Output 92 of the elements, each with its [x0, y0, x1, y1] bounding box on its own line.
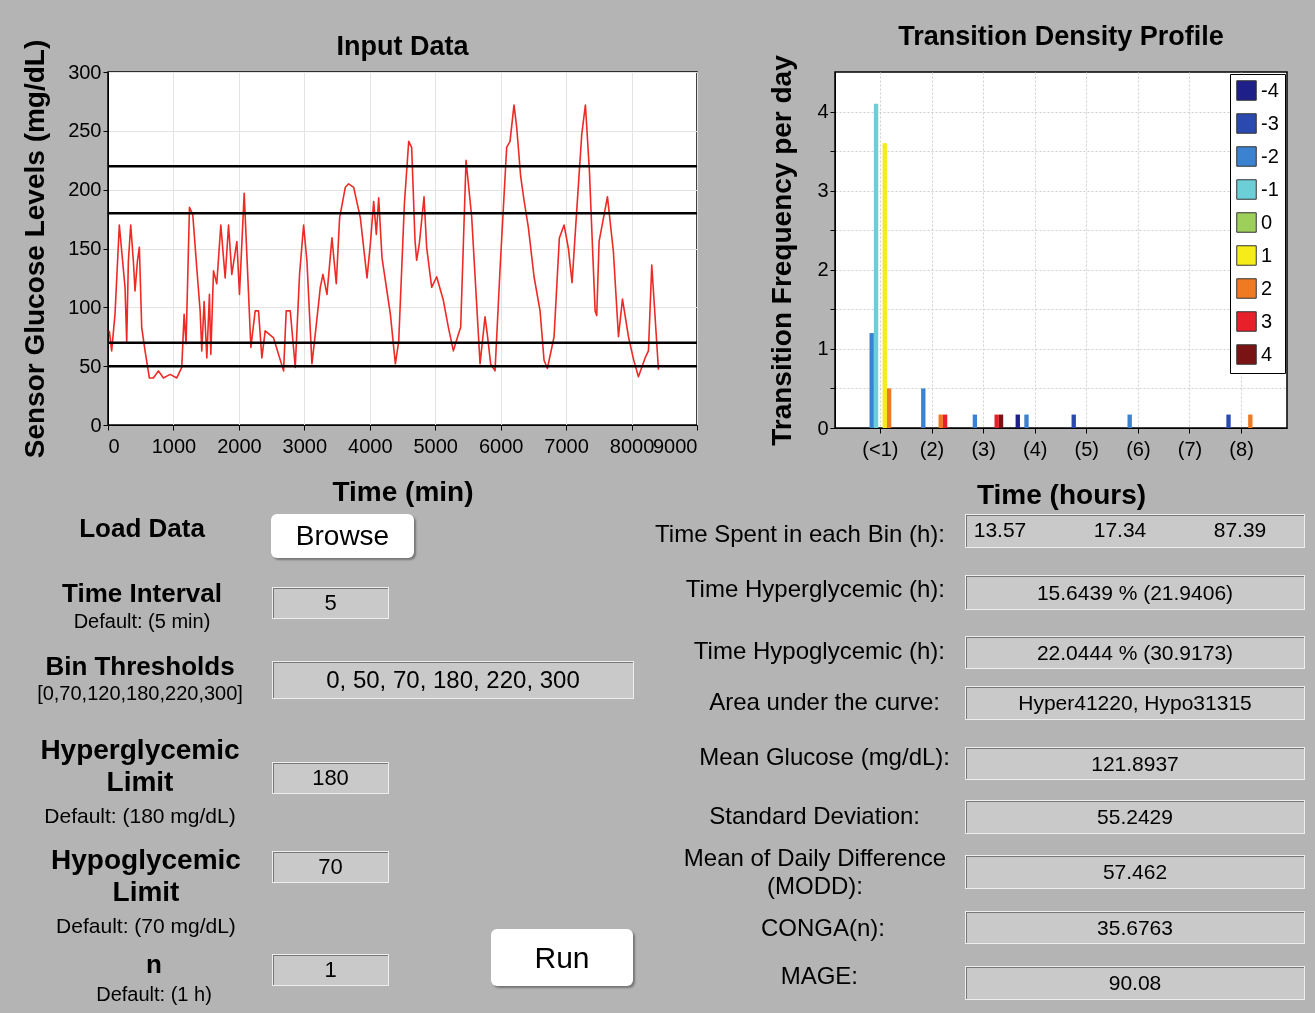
- text: Bin Thresholds: [45, 650, 235, 681]
- y-tick-label: 0: [90, 413, 102, 436]
- y-tick-label: 1: [817, 337, 829, 360]
- text: [0,70,120,180,220,300]: [37, 682, 243, 705]
- text: 17.34: [1092, 517, 1148, 542]
- text: MAGE:: [780, 962, 858, 990]
- bar: [994, 414, 999, 428]
- x-tick-label: (4): [1022, 437, 1048, 460]
- x-tick-label: 3000: [282, 434, 328, 457]
- text: n: [146, 948, 162, 979]
- x-tick-label: 9000: [653, 434, 698, 457]
- y-tick-label: 0: [817, 416, 829, 439]
- button: Browse: [271, 514, 414, 558]
- text-field: 1: [272, 954, 389, 986]
- text: CONGA(n):: [760, 914, 885, 942]
- x-tick-label: 4000: [348, 434, 393, 457]
- text: Mean of Daily Difference (MODD):: [682, 844, 948, 900]
- y-tick-label: 2: [817, 258, 829, 281]
- text-field: 55.2429: [965, 800, 1305, 834]
- x-tick-label: (6): [1126, 437, 1151, 460]
- line-series: [108, 104, 660, 379]
- y-tick-label: 150: [68, 237, 102, 259]
- x-tick-label: (5): [1074, 437, 1100, 460]
- text-field: 70: [272, 851, 389, 883]
- text: 13.57: [973, 517, 1027, 541]
- x-tick-label: 5000: [413, 434, 458, 457]
- text: Default: (5 min): [73, 610, 211, 633]
- text: Default: (1 h): [95, 983, 213, 1007]
- text: Standard Deviation:: [708, 802, 920, 830]
- bar: [869, 333, 874, 428]
- y-tick-label: 100: [68, 295, 102, 318]
- x-axis-title: Time (hours): [976, 478, 1147, 510]
- y-tick-label: 3: [817, 179, 829, 202]
- bar: [1024, 414, 1029, 428]
- text: Load Data: [79, 512, 205, 543]
- legend-label: 0: [1261, 210, 1273, 233]
- bar: [1226, 414, 1231, 428]
- x-tick-label: 6000: [478, 434, 524, 457]
- bar: [873, 103, 879, 428]
- x-tick-label: 0: [108, 434, 120, 457]
- bar: [886, 388, 892, 428]
- text: Time Hyperglycemic (h):: [684, 575, 945, 603]
- x-tick-label: (3): [971, 437, 996, 460]
- legend-label: 2: [1261, 276, 1273, 299]
- x-tick-label: 8000: [609, 434, 655, 457]
- text: 87.39: [1212, 517, 1268, 542]
- legend-label: -2: [1261, 144, 1279, 167]
- text-field: 5: [272, 587, 389, 619]
- text-field: 57.462: [965, 855, 1305, 889]
- text: Time Interval: [62, 577, 222, 608]
- legend-label: -3: [1261, 111, 1279, 134]
- x-tick-label: 1000: [151, 434, 197, 457]
- bar: [921, 388, 926, 428]
- y-axis-title: Transition Frequency per day: [766, 54, 798, 446]
- legend-label: -4: [1261, 78, 1279, 101]
- x-tick-label: 7000: [544, 434, 589, 457]
- y-tick-label: 250: [68, 119, 102, 142]
- text-field: 35.6763: [965, 911, 1305, 944]
- legend-label: 3: [1261, 309, 1273, 332]
- y-tick-label: 200: [68, 178, 102, 201]
- text: Hyperglycemic Limit: [39, 733, 241, 799]
- chart-title: Transition Density Profile: [898, 20, 1224, 51]
- text: Mean Glucose (mg/dL):: [698, 743, 950, 771]
- text-field: Hyper41220, Hypo31315: [965, 686, 1305, 720]
- legend-label: 1: [1261, 243, 1273, 266]
- x-tick-label: (7): [1177, 437, 1203, 460]
- text-field: 15.6439 % (21.9406): [965, 575, 1305, 610]
- text: Time Hypoglycemic (h):: [692, 637, 945, 665]
- text-field: 180: [272, 762, 389, 794]
- text: Time Spent in each Bin (h):: [654, 520, 945, 548]
- button: Run: [491, 929, 633, 986]
- text: Default: (70 mg/dL): [55, 913, 237, 938]
- text-field: 22.0444 % (30.9173): [965, 636, 1305, 669]
- text-field: 90.08: [965, 966, 1305, 1000]
- legend-label: -1: [1261, 177, 1279, 200]
- text-field: 0, 50, 70, 180, 220, 300: [272, 661, 634, 699]
- text: Area under the curve:: [709, 688, 940, 716]
- x-tick-label: (<1): [862, 437, 899, 460]
- y-tick-label: 4: [817, 100, 829, 123]
- legend-label: 4: [1261, 342, 1273, 365]
- text: Default: (180 mg/dL): [43, 803, 237, 828]
- y-axis-title: Sensor Glucose Levels (mg/dL): [19, 39, 51, 459]
- chart-title: Input Data: [336, 31, 470, 62]
- x-tick-label: 2000: [217, 434, 262, 457]
- bar: [882, 143, 887, 428]
- x-tick-label: (8): [1229, 437, 1254, 460]
- text: Hypoglycemic Limit: [50, 843, 242, 909]
- text-field: 121.8937: [965, 747, 1305, 780]
- x-tick-label: (2): [919, 437, 945, 460]
- x-axis-title: Time (min): [332, 475, 474, 507]
- y-tick-label: 50: [79, 354, 102, 377]
- y-tick-label: 300: [68, 60, 102, 83]
